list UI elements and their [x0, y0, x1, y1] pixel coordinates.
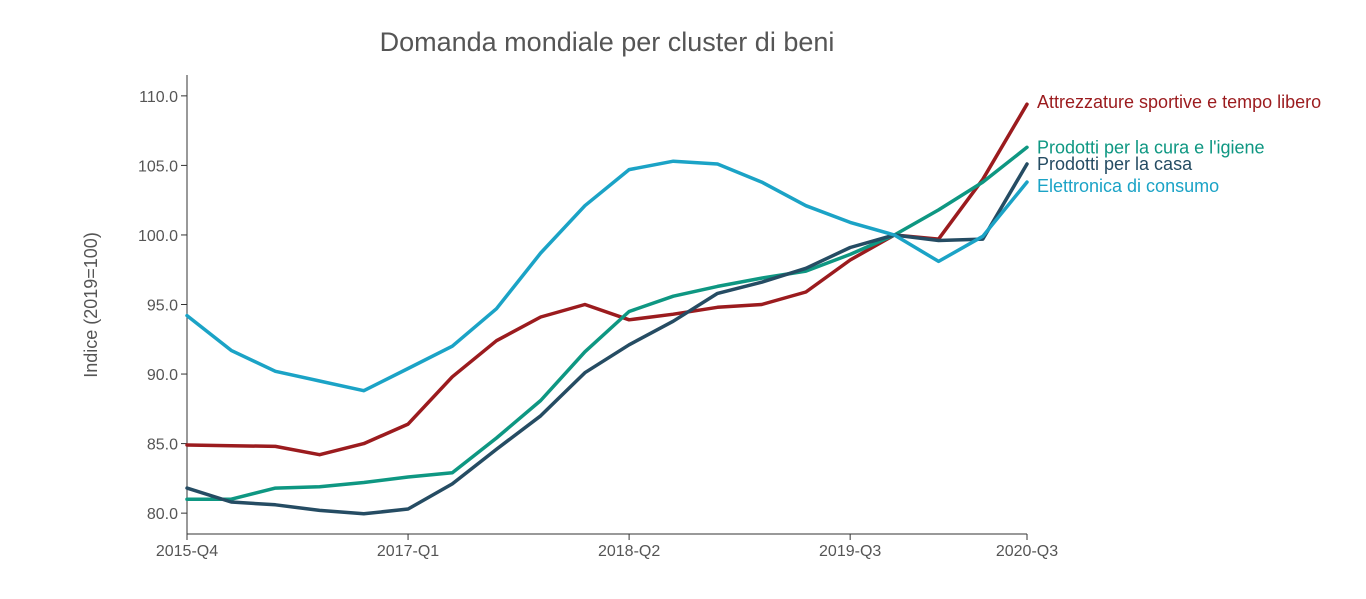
y-axis-ticks: 80.0 85.0 90.0 95.0 100.0 105.0 110.0 [138, 89, 187, 523]
y-tick-label: 100.0 [138, 228, 178, 245]
series-line [185, 159, 1029, 393]
y-axis-title: Indice (2019=100) [81, 232, 101, 378]
y-tick-label: 105.0 [138, 158, 178, 175]
series-label: Elettronica di consumo [1037, 176, 1219, 196]
series-line [185, 145, 1029, 501]
x-tick-label: 2019-Q3 [819, 543, 881, 560]
chart-title: Domanda mondiale per cluster di beni [380, 27, 835, 57]
series-label: Prodotti per la casa [1037, 154, 1193, 174]
y-tick-label: 90.0 [147, 367, 178, 384]
series-lines [185, 102, 1029, 516]
y-tick-label: 110.0 [139, 89, 178, 106]
x-axis-ticks: 2015-Q4 2017-Q1 2018-Q2 2019-Q3 2020-Q3 [156, 534, 1058, 560]
series-label: Prodotti per la cura e l'igiene [1037, 137, 1265, 157]
series-line [185, 102, 1029, 457]
y-tick-label: 80.0 [147, 506, 178, 523]
x-tick-label: 2015-Q4 [156, 543, 218, 560]
series-labels: Attrezzature sportive e tempo libero Prod… [1037, 92, 1321, 196]
series-label: Attrezzature sportive e tempo libero [1037, 92, 1321, 112]
series-line [185, 162, 1029, 516]
y-tick-label: 85.0 [147, 437, 178, 454]
y-tick-label: 95.0 [147, 298, 178, 315]
x-tick-label: 2018-Q2 [598, 543, 660, 560]
x-tick-label: 2020-Q3 [996, 543, 1058, 560]
x-tick-label: 2017-Q1 [377, 543, 439, 560]
